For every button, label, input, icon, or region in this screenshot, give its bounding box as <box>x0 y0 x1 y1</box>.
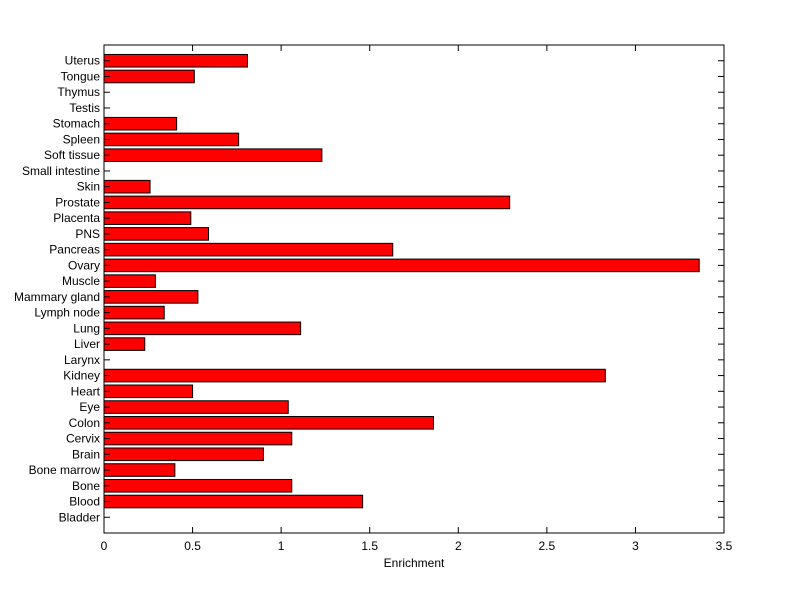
y-tick-label: Kidney <box>63 369 100 383</box>
bar-ovary <box>103 258 700 273</box>
y-tick-label: Cervix <box>66 432 100 446</box>
bar-brain <box>103 447 264 462</box>
plot-frame <box>103 44 725 534</box>
x-tick-label: 0.5 <box>184 539 201 553</box>
x-tick-label: 0 <box>101 539 108 553</box>
y-tick-label: Brain <box>72 447 100 461</box>
y-tick-label: Muscle <box>62 274 100 288</box>
x-axis-title: Enrichment <box>384 556 445 570</box>
bar-spleen <box>103 132 240 147</box>
x-tick-label: 1.5 <box>361 539 378 553</box>
y-tick-label: Bladder <box>59 510 100 524</box>
y-tick-label: Tongue <box>61 69 101 83</box>
y-tick-label: Prostate <box>55 195 100 209</box>
y-tick-label: Mammary gland <box>14 290 100 304</box>
bar-lung <box>103 321 302 336</box>
y-tick-label: Ovary <box>68 258 100 272</box>
y-tick-label: Testis <box>69 101 100 115</box>
y-tick-label: Placenta <box>53 211 100 225</box>
y-tick-label: Liver <box>74 337 100 351</box>
bar-liver <box>103 337 146 351</box>
y-tick-label: Bone <box>72 479 100 493</box>
y-tick-label: Eye <box>79 400 100 414</box>
y-tick-label: Stomach <box>53 117 100 131</box>
bar-muscle <box>103 274 156 288</box>
bar-uterus <box>103 53 248 68</box>
bar-pns <box>103 227 210 241</box>
y-tick-label: Lung <box>73 321 100 335</box>
bar-cervix <box>103 431 293 446</box>
y-tick-label: Bone marrow <box>29 463 101 477</box>
y-tick-label: Thymus <box>57 85 100 99</box>
bar-blood <box>103 494 364 509</box>
bar-pancreas <box>103 242 394 257</box>
y-tick-label: PNS <box>75 227 100 241</box>
bar-stomach <box>103 116 178 131</box>
bar-colon <box>103 416 434 430</box>
y-tick-label: Uterus <box>65 54 100 68</box>
bar-soft-tissue <box>103 148 323 162</box>
bar-lymph-node <box>103 305 165 320</box>
bar-heart <box>103 384 194 399</box>
x-tick-label: 2 <box>455 539 462 553</box>
y-tick-label: Blood <box>69 495 100 509</box>
y-tick-label: Soft tissue <box>44 148 100 162</box>
x-tick-label: 2.5 <box>539 539 556 553</box>
x-ticks-group: 0 0.5 1 1.5 2 2.5 3 3.5 <box>101 45 733 553</box>
bar-kidney <box>103 368 606 383</box>
x-tick-label: 3.5 <box>716 539 733 553</box>
bar-prostate <box>103 195 511 210</box>
y-tick-label: Heart <box>71 384 101 398</box>
bar-mammary-gland <box>103 290 199 304</box>
bar-eye <box>103 400 289 414</box>
bar-bone <box>103 478 293 493</box>
bar-skin <box>103 179 151 194</box>
x-tick-label: 1 <box>278 539 285 553</box>
x-tick-label: 3 <box>632 539 639 553</box>
bar-placenta <box>103 211 192 225</box>
y-tick-label: Colon <box>69 416 100 430</box>
y-tick-label: Pancreas <box>49 243 100 257</box>
bar-bone-marrow <box>103 463 176 477</box>
y-tick-label: Larynx <box>64 353 100 367</box>
bar-tongue <box>103 69 195 84</box>
y-tick-label: Spleen <box>63 132 100 146</box>
y-tick-label: Small intestine <box>22 164 100 178</box>
y-tick-label: Skin <box>77 180 100 194</box>
y-tick-label: Lymph node <box>34 306 100 320</box>
